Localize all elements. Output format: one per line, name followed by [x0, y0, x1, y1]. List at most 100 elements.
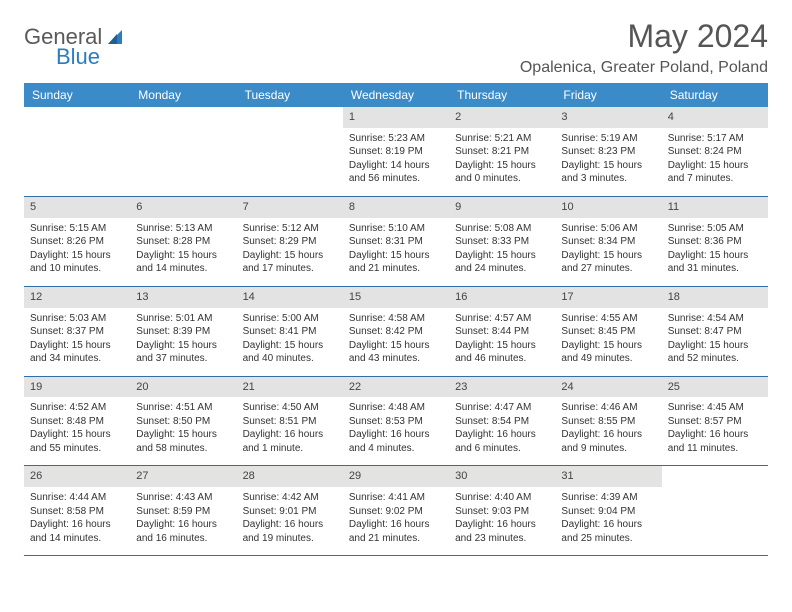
sunset-text: Sunset: 9:03 PM	[455, 505, 549, 519]
calendar-day-cell: 25Sunrise: 4:45 AMSunset: 8:57 PMDayligh…	[662, 376, 768, 466]
sunset-text: Sunset: 8:54 PM	[455, 415, 549, 429]
daylight-text: Daylight: 15 hours and 43 minutes.	[349, 339, 443, 366]
sunset-text: Sunset: 8:21 PM	[455, 145, 549, 159]
calendar-day-cell: 30Sunrise: 4:40 AMSunset: 9:03 PMDayligh…	[449, 466, 555, 556]
sunrise-text: Sunrise: 5:23 AM	[349, 132, 443, 146]
day-body: Sunrise: 5:03 AMSunset: 8:37 PMDaylight:…	[24, 308, 130, 376]
sunset-text: Sunset: 9:04 PM	[561, 505, 655, 519]
sunset-text: Sunset: 8:50 PM	[136, 415, 230, 429]
sunset-text: Sunset: 8:31 PM	[349, 235, 443, 249]
day-body: Sunrise: 4:44 AMSunset: 8:58 PMDaylight:…	[24, 487, 130, 555]
day-body: Sunrise: 5:10 AMSunset: 8:31 PMDaylight:…	[343, 218, 449, 286]
calendar-day-cell: 28Sunrise: 4:42 AMSunset: 9:01 PMDayligh…	[237, 466, 343, 556]
sunset-text: Sunset: 8:24 PM	[668, 145, 762, 159]
day-number: 30	[449, 466, 555, 487]
sunset-text: Sunset: 8:44 PM	[455, 325, 549, 339]
sunset-text: Sunset: 8:58 PM	[30, 505, 124, 519]
day-number: 27	[130, 466, 236, 487]
calendar-table: Sunday Monday Tuesday Wednesday Thursday…	[24, 83, 768, 556]
day-body: Sunrise: 5:00 AMSunset: 8:41 PMDaylight:…	[237, 308, 343, 376]
sunset-text: Sunset: 8:59 PM	[136, 505, 230, 519]
sunset-text: Sunset: 8:26 PM	[30, 235, 124, 249]
sunset-text: Sunset: 8:51 PM	[243, 415, 337, 429]
day-body: Sunrise: 4:50 AMSunset: 8:51 PMDaylight:…	[237, 397, 343, 465]
daylight-text: Daylight: 15 hours and 40 minutes.	[243, 339, 337, 366]
weekday-header: Sunday	[24, 83, 130, 107]
daylight-text: Daylight: 15 hours and 14 minutes.	[136, 249, 230, 276]
daylight-text: Daylight: 15 hours and 52 minutes.	[668, 339, 762, 366]
day-number: 14	[237, 287, 343, 308]
day-number: 19	[24, 377, 130, 398]
day-body: Sunrise: 4:55 AMSunset: 8:45 PMDaylight:…	[555, 308, 661, 376]
day-body: Sunrise: 4:40 AMSunset: 9:03 PMDaylight:…	[449, 487, 555, 555]
sunrise-text: Sunrise: 5:12 AM	[243, 222, 337, 236]
sunset-text: Sunset: 8:39 PM	[136, 325, 230, 339]
sunset-text: Sunset: 8:19 PM	[349, 145, 443, 159]
day-number: 9	[449, 197, 555, 218]
day-number: 24	[555, 377, 661, 398]
day-number: 6	[130, 197, 236, 218]
daylight-text: Daylight: 15 hours and 55 minutes.	[30, 428, 124, 455]
weekday-header-row: Sunday Monday Tuesday Wednesday Thursday…	[24, 83, 768, 107]
daylight-text: Daylight: 15 hours and 46 minutes.	[455, 339, 549, 366]
day-number: 5	[24, 197, 130, 218]
calendar-day-cell: 18 Sunrise: 4:54 AMSunset: 8:47 PMDayligh…	[662, 286, 768, 376]
calendar-day-cell	[130, 107, 236, 196]
calendar-day-cell	[237, 107, 343, 196]
day-number: 31	[555, 466, 661, 487]
daylight-text: Daylight: 15 hours and 0 minutes.	[455, 159, 549, 186]
sunset-text: Sunset: 8:33 PM	[455, 235, 549, 249]
calendar-day-cell: 14Sunrise: 5:00 AMSunset: 8:41 PMDayligh…	[237, 286, 343, 376]
sunrise-text: Sunrise: 5:05 AM	[668, 222, 762, 236]
daylight-text: Daylight: 16 hours and 23 minutes.	[455, 518, 549, 545]
day-number: 11	[662, 197, 768, 218]
sunset-text: Sunset: 8:53 PM	[349, 415, 443, 429]
daylight-text: Daylight: 15 hours and 37 minutes.	[136, 339, 230, 366]
daylight-text: Daylight: 16 hours and 14 minutes.	[30, 518, 124, 545]
sunrise-text: Sunrise: 4:45 AM	[668, 401, 762, 415]
sunrise-text: Sunrise: 4:58 AM	[349, 312, 443, 326]
sunrise-text: Sunrise: 5:10 AM	[349, 222, 443, 236]
day-number: 22	[343, 377, 449, 398]
day-number: 18	[662, 287, 768, 308]
daylight-text: Daylight: 16 hours and 25 minutes.	[561, 518, 655, 545]
day-number: 20	[130, 377, 236, 398]
sunrise-text: Sunrise: 5:13 AM	[136, 222, 230, 236]
daylight-text: Daylight: 16 hours and 1 minute.	[243, 428, 337, 455]
calendar-day-cell: 4Sunrise: 5:17 AMSunset: 8:24 PMDaylight…	[662, 107, 768, 196]
calendar-day-cell: 26Sunrise: 4:44 AMSunset: 8:58 PMDayligh…	[24, 466, 130, 556]
daylight-text: Daylight: 15 hours and 7 minutes.	[668, 159, 762, 186]
daylight-text: Daylight: 16 hours and 11 minutes.	[668, 428, 762, 455]
calendar-week-row: 12Sunrise: 5:03 AMSunset: 8:37 PMDayligh…	[24, 286, 768, 376]
sunset-text: Sunset: 8:29 PM	[243, 235, 337, 249]
day-body: Sunrise: 5:17 AMSunset: 8:24 PMDaylight:…	[662, 128, 768, 196]
calendar-day-cell: 10Sunrise: 5:06 AMSunset: 8:34 PMDayligh…	[555, 196, 661, 286]
weekday-header: Tuesday	[237, 83, 343, 107]
day-number: 2	[449, 107, 555, 128]
sunrise-text: Sunrise: 5:03 AM	[30, 312, 124, 326]
sunrise-text: Sunrise: 5:00 AM	[243, 312, 337, 326]
header: General May 2024 Opalenica, Greater Pola…	[24, 18, 768, 77]
day-body: Sunrise: 5:23 AMSunset: 8:19 PMDaylight:…	[343, 128, 449, 196]
day-number: 13	[130, 287, 236, 308]
sunrise-text: Sunrise: 5:17 AM	[668, 132, 762, 146]
calendar-day-cell: 29Sunrise: 4:41 AMSunset: 9:02 PMDayligh…	[343, 466, 449, 556]
sunrise-text: Sunrise: 4:43 AM	[136, 491, 230, 505]
day-body: Sunrise: 4:41 AMSunset: 9:02 PMDaylight:…	[343, 487, 449, 555]
day-body: Sunrise: 5:08 AMSunset: 8:33 PMDaylight:…	[449, 218, 555, 286]
sunset-text: Sunset: 8:47 PM	[668, 325, 762, 339]
day-number: 7	[237, 197, 343, 218]
weekday-header: Saturday	[662, 83, 768, 107]
sunrise-text: Sunrise: 4:54 AM	[668, 312, 762, 326]
sunrise-text: Sunrise: 4:50 AM	[243, 401, 337, 415]
sunrise-text: Sunrise: 4:39 AM	[561, 491, 655, 505]
day-number: 1	[343, 107, 449, 128]
calendar-day-cell: 24Sunrise: 4:46 AMSunset: 8:55 PMDayligh…	[555, 376, 661, 466]
weekday-header: Monday	[130, 83, 236, 107]
day-body: Sunrise: 4:46 AMSunset: 8:55 PMDaylight:…	[555, 397, 661, 465]
day-body: Sunrise: 5:13 AMSunset: 8:28 PMDaylight:…	[130, 218, 236, 286]
calendar-day-cell: 5Sunrise: 5:15 AMSunset: 8:26 PMDaylight…	[24, 196, 130, 286]
daylight-text: Daylight: 15 hours and 3 minutes.	[561, 159, 655, 186]
sunset-text: Sunset: 8:34 PM	[561, 235, 655, 249]
daylight-text: Daylight: 15 hours and 17 minutes.	[243, 249, 337, 276]
